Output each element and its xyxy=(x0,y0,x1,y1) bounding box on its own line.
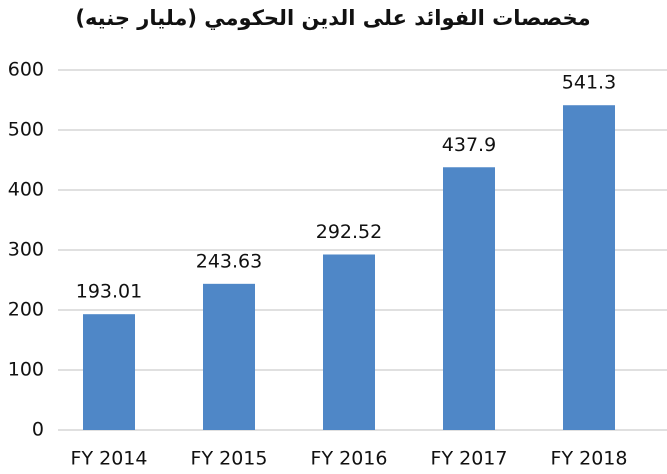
value-label: 193.01 xyxy=(76,281,142,303)
x-tick-label: FY 2018 xyxy=(551,448,628,470)
bar xyxy=(203,283,255,430)
y-tick-label: 300 xyxy=(8,239,44,261)
bar xyxy=(563,105,615,430)
y-tick-label: 500 xyxy=(8,119,44,141)
y-tick-label: 200 xyxy=(8,299,44,321)
x-tick-label: FY 2014 xyxy=(71,448,148,470)
bar xyxy=(323,254,375,430)
bar xyxy=(83,314,135,430)
chart-title: مخصصات الفوائد على الدين الحكومي (مليار … xyxy=(75,6,590,30)
x-tick-label: FY 2016 xyxy=(311,448,388,470)
y-tick-label: 400 xyxy=(8,179,44,201)
y-tick-label: 0 xyxy=(32,419,44,441)
value-label: 243.63 xyxy=(196,250,262,272)
value-label: 437.9 xyxy=(442,134,496,156)
value-label: 541.3 xyxy=(562,72,616,94)
x-tick-label: FY 2017 xyxy=(431,448,508,470)
value-label: 292.52 xyxy=(316,221,382,243)
y-tick-label: 600 xyxy=(8,59,44,81)
bar xyxy=(443,167,495,430)
x-tick-label: FY 2015 xyxy=(191,448,268,470)
y-tick-label: 100 xyxy=(8,359,44,381)
